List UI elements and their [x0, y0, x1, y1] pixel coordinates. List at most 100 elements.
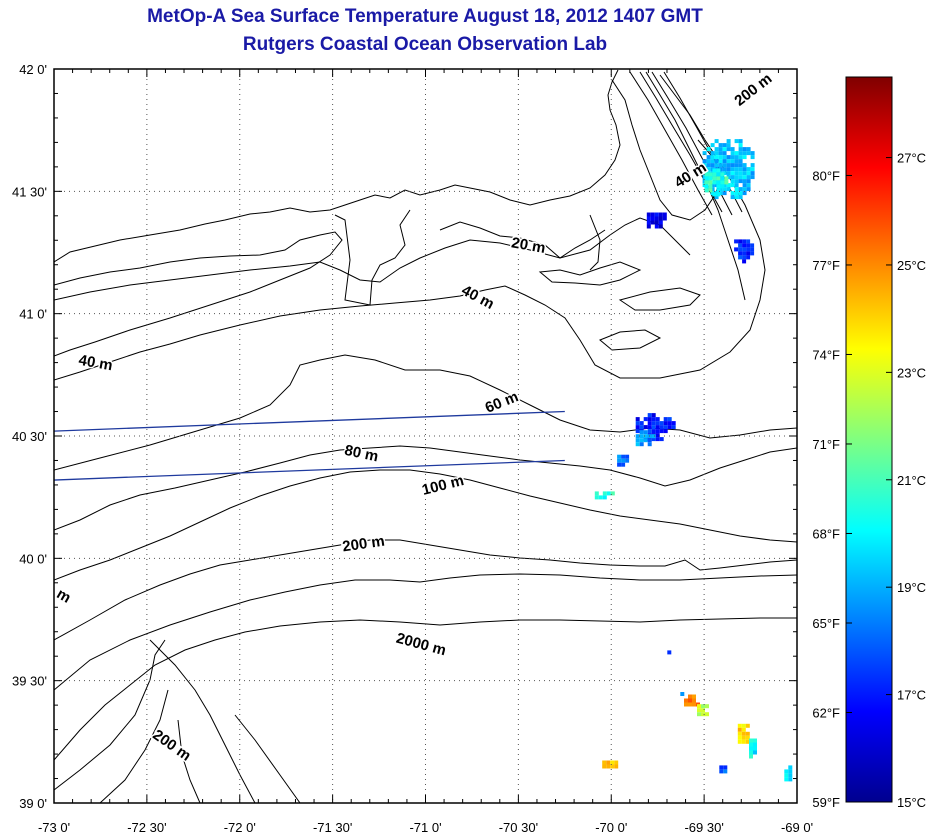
- longitude-label: -69 30': [684, 820, 723, 835]
- sst-pixel: [716, 184, 721, 189]
- transect-line: [54, 459, 565, 481]
- sst-pixel: [722, 151, 727, 156]
- coastline-north: [54, 69, 621, 263]
- sst-pixel: [738, 175, 743, 180]
- sst-pixel: [726, 175, 731, 180]
- sst-pixel: [718, 143, 723, 148]
- longitude-label: -73 0': [38, 820, 70, 835]
- sst-pixel: [701, 708, 705, 713]
- sst-pixel: [714, 151, 719, 156]
- sst-pixel: [742, 187, 747, 192]
- sst-pixel: [714, 195, 719, 200]
- sst-pixel: [655, 425, 660, 430]
- sst-pixel: [655, 437, 660, 442]
- sst-pixel: [742, 191, 747, 196]
- sst-pixel: [651, 421, 656, 426]
- sst-pixel: [746, 251, 751, 256]
- sst-pixel: [726, 159, 731, 164]
- sst-pixel: [712, 168, 717, 173]
- sst-pixel: [742, 155, 747, 160]
- sst-pixel: [734, 183, 739, 188]
- longitude-label: -71 0': [409, 820, 441, 835]
- sst-pixel: [614, 760, 619, 765]
- sst-pixel: [635, 438, 640, 443]
- sst-pixel: [718, 147, 723, 152]
- sst-pixel: [610, 760, 615, 765]
- sst-pixel: [701, 712, 705, 717]
- sst-pixel: [692, 698, 696, 703]
- sst-pixel: [741, 735, 746, 740]
- sst-pixel: [651, 429, 656, 434]
- sst-pixel: [702, 163, 707, 168]
- sst-pixel: [738, 191, 743, 196]
- colorbar: [845, 76, 893, 803]
- sst-pixel: [738, 251, 743, 256]
- sst-pixel: [704, 172, 709, 177]
- sst-pixel: [659, 421, 664, 426]
- sst-pixel: [730, 159, 735, 164]
- sst-pixel: [749, 754, 753, 759]
- latitude-label: 39 30': [12, 674, 47, 689]
- latitude-label: 39 0': [19, 796, 47, 811]
- sst-pixel: [730, 171, 735, 176]
- sst-patch: [635, 413, 676, 442]
- sst-pixel: [650, 220, 655, 225]
- colorbar-fahrenheit-ticks: 80°F 77°F 74°F 71°F 68°F 65°F 62°F 59°F: [812, 168, 852, 810]
- sst-pixel: [639, 438, 644, 443]
- sst-pixel: [737, 723, 742, 728]
- sst-pixel: [734, 167, 739, 172]
- sst-pixel: [710, 159, 715, 164]
- sst-patch: [734, 239, 755, 264]
- longitude-label: -72 0': [224, 820, 256, 835]
- longitude-label: -69 0': [781, 820, 813, 835]
- coastline-islands: [538, 261, 701, 351]
- sst-pixel: [734, 195, 739, 200]
- sst-pixel: [617, 458, 622, 463]
- sst-pixel: [738, 151, 743, 156]
- sst-pixel: [734, 175, 739, 180]
- sst-pixel: [710, 151, 715, 156]
- sst-pixel: [738, 179, 743, 184]
- sst-pixel: [651, 437, 656, 442]
- sst-pixel: [730, 183, 735, 188]
- sst-pixel: [784, 773, 789, 778]
- sst-pixel: [738, 143, 743, 148]
- sst-pixel: [654, 212, 659, 217]
- sst-pixel: [742, 163, 747, 168]
- sst-pixel: [749, 742, 753, 747]
- sst-pixel: [716, 172, 721, 177]
- sst-pixel: [738, 195, 743, 200]
- sst-pixel: [737, 731, 742, 736]
- sst-pixel: [663, 421, 668, 426]
- sst-pixel: [722, 155, 727, 160]
- sst-pixel: [716, 192, 721, 197]
- sst-pixel: [710, 143, 715, 148]
- sst-pixel: [722, 159, 727, 164]
- sst-pixel: [610, 491, 615, 496]
- sst-pixel: [714, 155, 719, 160]
- sst-pixel: [697, 712, 701, 717]
- sst-pixel: [734, 191, 739, 196]
- sst-pixel: [742, 243, 747, 248]
- sst-pixel: [741, 731, 746, 736]
- sst-pixel: [741, 739, 746, 744]
- sst-pixel: [726, 139, 731, 144]
- sst-pixel: [639, 430, 644, 435]
- plot-area: [54, 69, 797, 803]
- colorbar-label-f: 62°F: [812, 705, 840, 720]
- sst-pixel: [702, 151, 707, 156]
- sst-pixel: [704, 176, 709, 181]
- sst-pixel: [647, 425, 652, 430]
- colorbar-label-c: 23°C: [897, 365, 926, 380]
- sst-pixel: [647, 413, 652, 418]
- sst-pixel: [742, 171, 747, 176]
- map-title: MetOp-A Sea Surface Temperature August 1…: [147, 6, 703, 27]
- sst-pixel: [706, 167, 711, 172]
- contour-60m: [54, 354, 797, 471]
- sst-pixel: [726, 143, 731, 148]
- sst-pixel: [742, 147, 747, 152]
- sst-pixel: [614, 764, 619, 769]
- sst-pixel: [742, 239, 747, 244]
- colorbar-label-c: 15°C: [897, 795, 926, 810]
- sst-pixel: [714, 163, 719, 168]
